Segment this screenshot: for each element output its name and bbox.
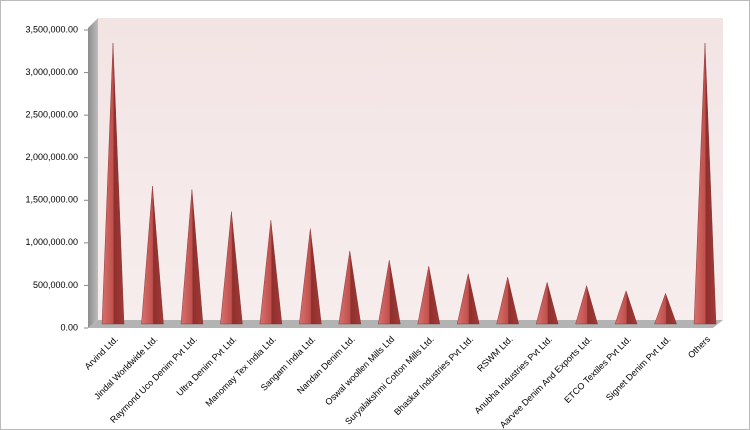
cone [378, 260, 401, 325]
y-tick-label: 3,500,000.00 [25, 24, 78, 34]
cone [575, 284, 598, 325]
cone [417, 266, 440, 325]
y-tick-label: 500,000.00 [33, 280, 78, 290]
y-tick-label: 1,000,000.00 [25, 237, 78, 247]
y-tick-label: 2,500,000.00 [25, 110, 78, 120]
y-tick-label: 0.00 [60, 322, 78, 332]
floor [88, 320, 723, 328]
cone [141, 186, 164, 325]
cone [180, 189, 204, 325]
cone [614, 290, 638, 325]
cone [220, 211, 243, 325]
y-tick-label: 2,000,000.00 [25, 152, 78, 162]
y-tick-label: 1,500,000.00 [25, 195, 78, 205]
back-wall [98, 18, 723, 320]
side-wall [88, 18, 98, 328]
y-tick-label: 3,000,000.00 [25, 67, 78, 77]
cone [101, 43, 125, 325]
cone [259, 220, 283, 325]
cone [496, 277, 519, 325]
cone [338, 250, 362, 325]
cone [456, 273, 480, 325]
cone [535, 281, 559, 325]
cone [693, 43, 717, 325]
cone [299, 228, 322, 325]
cone [654, 292, 677, 325]
